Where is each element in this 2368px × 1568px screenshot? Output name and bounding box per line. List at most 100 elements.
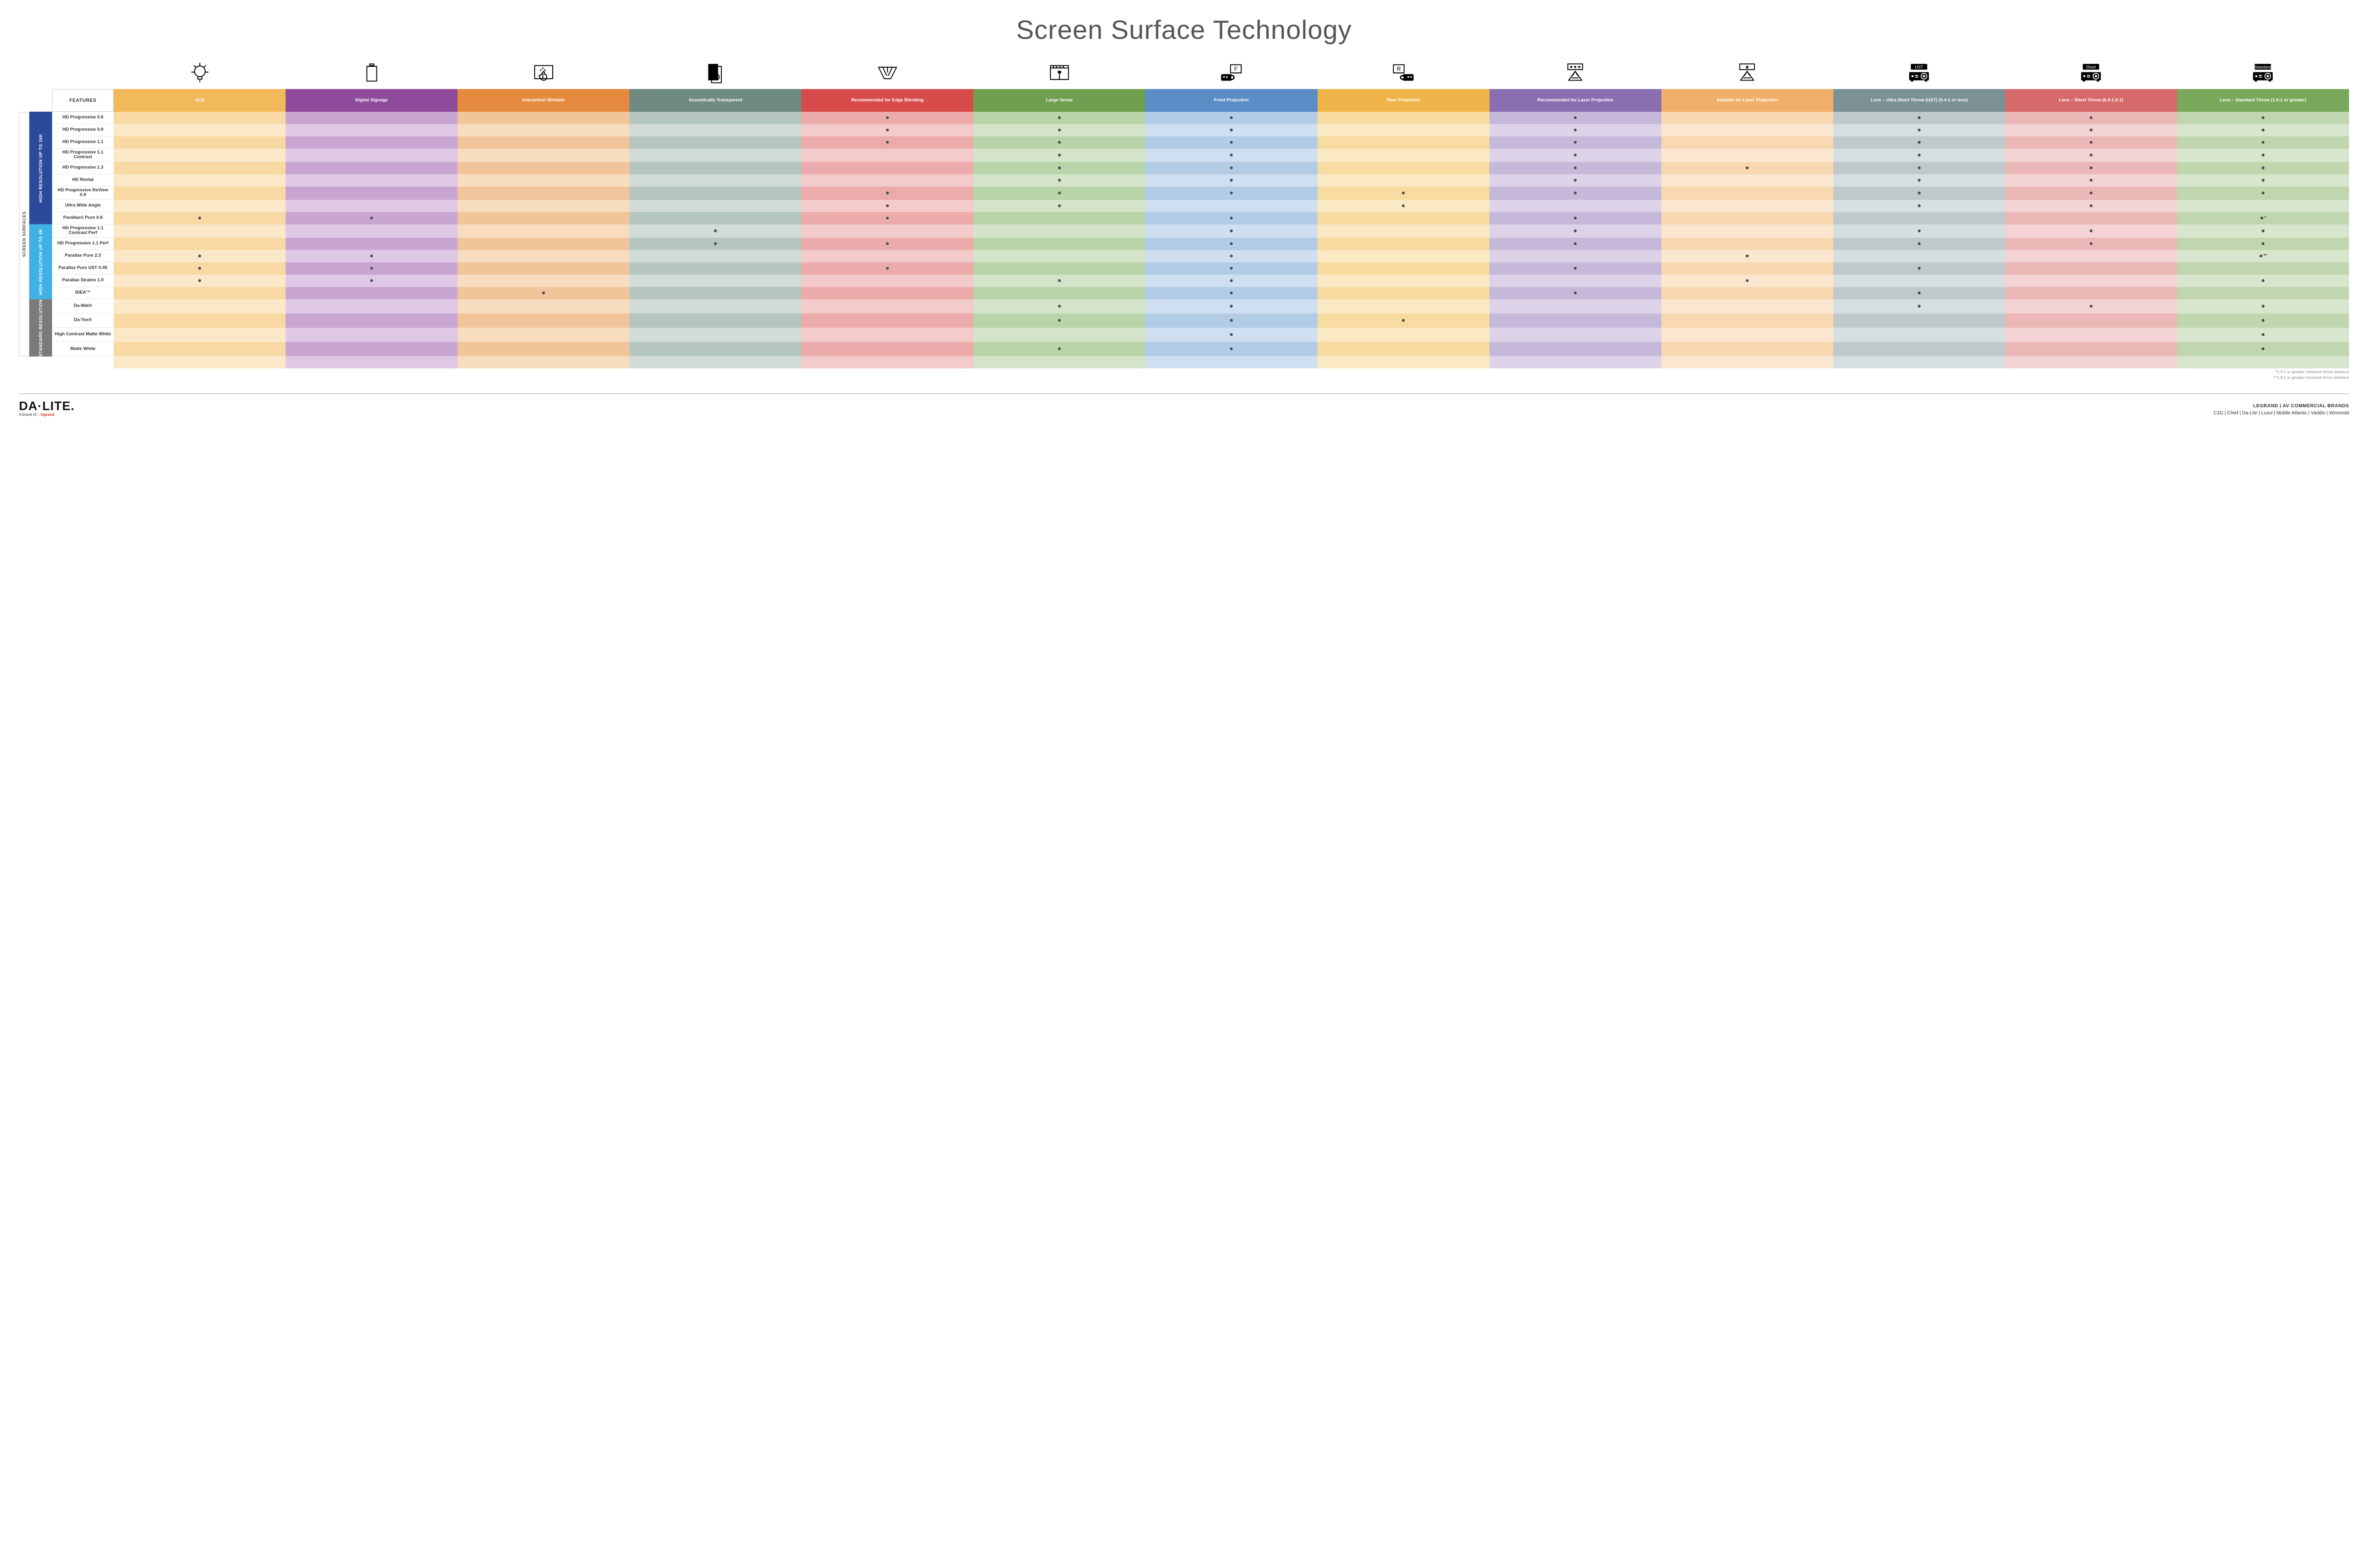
cell bbox=[973, 328, 1145, 342]
cell bbox=[1833, 342, 2005, 356]
cell bbox=[114, 149, 286, 162]
col-icon-ust: UST bbox=[1833, 57, 2005, 89]
cell: • bbox=[1489, 136, 1661, 149]
cell bbox=[629, 342, 801, 356]
cell bbox=[1318, 124, 1489, 136]
cell: • bbox=[1145, 342, 1317, 356]
cell bbox=[1661, 262, 1833, 275]
cell: • bbox=[114, 250, 286, 262]
cell: •** bbox=[2177, 250, 2349, 262]
cell bbox=[629, 287, 801, 299]
cell: • bbox=[973, 124, 1145, 136]
cell: • bbox=[2005, 149, 2177, 162]
cell: • bbox=[1661, 162, 1833, 174]
cell: • bbox=[2005, 174, 2177, 187]
cell: • bbox=[286, 212, 457, 224]
cell: • bbox=[1833, 187, 2005, 200]
cell bbox=[1661, 149, 1833, 162]
cell: • bbox=[801, 187, 973, 200]
cell: • bbox=[2177, 328, 2349, 342]
spacer-cell bbox=[2177, 356, 2349, 368]
spacer-cell bbox=[973, 356, 1145, 368]
cell: • bbox=[2177, 149, 2349, 162]
cell bbox=[457, 342, 629, 356]
cell bbox=[1318, 287, 1489, 299]
spacer-cell bbox=[2005, 356, 2177, 368]
cell: • bbox=[114, 262, 286, 275]
cell bbox=[1661, 287, 1833, 299]
cell: • bbox=[1833, 238, 2005, 250]
col-icon-edge bbox=[801, 57, 973, 89]
brands-title: LEGRAND | AV COMMERCIAL BRANDS bbox=[2214, 403, 2349, 410]
row-label: Da-Mat® bbox=[52, 299, 114, 314]
cell bbox=[1661, 124, 1833, 136]
cell bbox=[1661, 328, 1833, 342]
cell: • bbox=[2177, 187, 2349, 200]
cell bbox=[286, 124, 457, 136]
cell: • bbox=[2005, 162, 2177, 174]
row-label: High Contrast Matte White bbox=[52, 328, 114, 342]
cell bbox=[629, 262, 801, 275]
cell bbox=[286, 328, 457, 342]
cell: • bbox=[973, 112, 1145, 124]
col-header-st: Lens – Short Throw (0.4-1.0:1) bbox=[2005, 89, 2177, 112]
cell: • bbox=[629, 224, 801, 238]
row-label: HD Progressive 1.1 Contrast Perf bbox=[52, 224, 114, 238]
col-header-alr: ALR bbox=[114, 89, 286, 112]
cell: • bbox=[1145, 124, 1317, 136]
cell bbox=[1833, 212, 2005, 224]
cell: • bbox=[801, 200, 973, 212]
cell bbox=[457, 200, 629, 212]
cell: • bbox=[1489, 162, 1661, 174]
cell: • bbox=[1145, 299, 1317, 314]
row-label: HD Progressive 1.3 bbox=[52, 162, 114, 174]
cell bbox=[2005, 262, 2177, 275]
cell bbox=[629, 149, 801, 162]
cell bbox=[629, 187, 801, 200]
cell bbox=[457, 275, 629, 287]
footer: DA·LITE. A brand of □ legrand LEGRAND | … bbox=[19, 394, 2349, 417]
cell bbox=[1661, 174, 1833, 187]
cell bbox=[286, 342, 457, 356]
cell: • bbox=[2005, 299, 2177, 314]
col-icon-alr bbox=[114, 57, 286, 89]
cell bbox=[457, 124, 629, 136]
cell: • bbox=[1145, 275, 1317, 287]
cell: • bbox=[1489, 187, 1661, 200]
cell bbox=[1661, 342, 1833, 356]
cell bbox=[286, 112, 457, 124]
cell bbox=[1833, 275, 2005, 287]
cell: • bbox=[2177, 314, 2349, 328]
cell bbox=[457, 187, 629, 200]
cell: • bbox=[1833, 112, 2005, 124]
cell: • bbox=[801, 124, 973, 136]
cell: • bbox=[1833, 262, 2005, 275]
group-label-g4k: HIGH RESOLUTION UP TO 4K bbox=[29, 224, 52, 299]
comparison-chart: FR★★★★USTShortStandardFEATURESALRDigital… bbox=[19, 57, 2349, 368]
cell: • bbox=[1489, 212, 1661, 224]
row-label: HD Rental bbox=[52, 174, 114, 187]
brands-block: LEGRAND | AV COMMERCIAL BRANDS C2G | Chi… bbox=[2214, 403, 2349, 417]
cell bbox=[286, 314, 457, 328]
cell bbox=[1489, 275, 1661, 287]
cell bbox=[1318, 149, 1489, 162]
spacer-cell bbox=[1318, 356, 1489, 368]
cell bbox=[973, 212, 1145, 224]
svg-text:UST: UST bbox=[1915, 64, 1924, 69]
spacer-cell bbox=[801, 356, 973, 368]
cell bbox=[2005, 328, 2177, 342]
svg-text:Standard: Standard bbox=[2255, 64, 2271, 69]
cell: • bbox=[1833, 224, 2005, 238]
cell: • bbox=[1661, 275, 1833, 287]
group-label-g16k: HIGH RESOLUTION UP TO 16K bbox=[29, 112, 52, 224]
cell bbox=[286, 187, 457, 200]
cell bbox=[629, 112, 801, 124]
cell bbox=[457, 212, 629, 224]
col-header-slp: Suitable for Laser Projection bbox=[1661, 89, 1833, 112]
cell: • bbox=[114, 212, 286, 224]
cell: • bbox=[1145, 212, 1317, 224]
cell bbox=[286, 224, 457, 238]
cell bbox=[2005, 342, 2177, 356]
cell bbox=[629, 174, 801, 187]
cell bbox=[1661, 212, 1833, 224]
